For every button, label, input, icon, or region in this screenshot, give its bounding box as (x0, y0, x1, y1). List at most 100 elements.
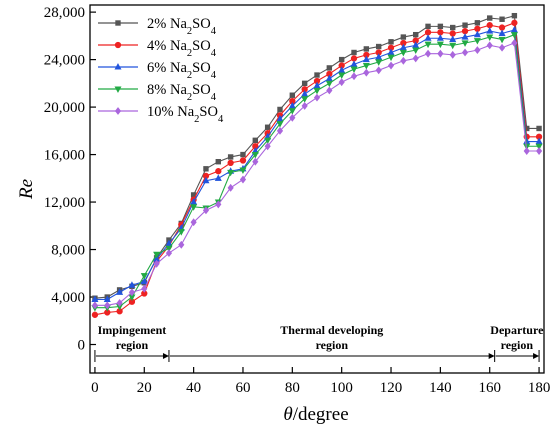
data-point (399, 49, 407, 57)
legend-subscript: 4 (211, 48, 217, 59)
legend-item: 2% Na2SO4 (98, 16, 217, 37)
data-point (227, 159, 234, 167)
data-point (301, 80, 308, 87)
data-point (252, 137, 259, 144)
data-point (461, 33, 469, 40)
legend-marker (114, 107, 122, 115)
data-point (424, 34, 432, 41)
data-point (499, 16, 505, 22)
legend-label: 10% Na2SO4 (147, 104, 224, 125)
legend-marker (114, 63, 122, 70)
data-point (202, 206, 210, 215)
data-point (190, 204, 198, 211)
data-point (326, 65, 333, 71)
x-axis-unit: /degree (293, 404, 349, 425)
data-point (511, 39, 518, 47)
data-point (498, 24, 506, 31)
data-point (424, 29, 432, 36)
data-point (436, 41, 444, 49)
data-point (203, 166, 209, 172)
data-point (449, 30, 456, 37)
data-point (535, 147, 543, 155)
legend-marker (114, 86, 122, 93)
data-point (202, 176, 210, 184)
data-point (227, 183, 234, 192)
data-point (362, 55, 370, 63)
data-point (313, 87, 321, 95)
data-point (363, 46, 370, 52)
region-arrowhead (488, 353, 495, 359)
data-point (486, 22, 493, 29)
data-point (350, 55, 358, 62)
data-point (450, 24, 456, 31)
legend-subscript: 2 (187, 26, 192, 37)
data-point (375, 66, 382, 75)
data-point (301, 96, 309, 103)
legend-marker (114, 41, 122, 49)
data-point (474, 25, 481, 32)
series-layer (91, 12, 543, 318)
data-point (449, 35, 457, 42)
legend-subscript: 2 (194, 114, 199, 125)
data-point (375, 59, 383, 66)
series-4 (91, 39, 543, 310)
region-arrowhead (162, 353, 169, 359)
data-point (461, 40, 469, 47)
data-point (165, 249, 173, 258)
legend-subscript: 4 (218, 114, 224, 125)
data-point (400, 34, 407, 40)
x-axis-title: θ/degree (283, 404, 348, 425)
legend-name: 6% (147, 60, 170, 76)
data-point (400, 56, 407, 65)
data-point (116, 299, 123, 307)
data-point (461, 48, 469, 57)
data-point (104, 301, 111, 310)
data-point (511, 19, 518, 26)
legend-subscript: 2 (187, 48, 192, 59)
data-point (178, 240, 185, 249)
legend-text: SO (192, 82, 211, 98)
legend-text: SO (192, 38, 211, 54)
region-label-line1: Departure (490, 323, 544, 337)
data-point (326, 86, 333, 95)
data-point (473, 30, 481, 38)
data-point (239, 167, 247, 174)
region-label-line2: region (316, 338, 349, 352)
data-point (227, 154, 234, 160)
data-point (240, 151, 246, 158)
legend-name: 2% (147, 16, 170, 32)
data-point (486, 34, 494, 41)
legend-label: 4% Na2SO4 (147, 38, 217, 59)
data-point (289, 113, 296, 122)
legend-name: 8% (147, 82, 170, 98)
data-point (338, 78, 345, 87)
region-label-line2: region (501, 338, 534, 352)
y-tick-label: 8,000 (51, 243, 85, 259)
y-tick-label: 0 (78, 338, 86, 354)
data-point (412, 54, 419, 63)
legend-text: SO (192, 16, 211, 32)
data-point (289, 92, 296, 98)
legend-name: 10% (147, 104, 177, 120)
data-point (128, 288, 136, 297)
data-point (437, 49, 444, 58)
data-point (276, 121, 284, 128)
plot-frame (89, 4, 545, 374)
region-label-line1: Thermal developing (280, 323, 383, 337)
data-point (313, 93, 321, 102)
data-point (363, 68, 370, 77)
y-tick-label: 24,000 (44, 53, 85, 69)
data-point (338, 56, 345, 63)
data-point (227, 169, 235, 177)
x-tick-label: 160 (478, 380, 501, 396)
data-point (387, 61, 395, 70)
legend-label: 2% Na2SO4 (147, 16, 217, 37)
legend-subscript: 4 (211, 92, 217, 103)
data-point (276, 126, 284, 135)
data-point (474, 46, 481, 55)
data-point (388, 39, 394, 45)
legend-text: Na (170, 60, 187, 76)
data-point (264, 124, 271, 130)
legend-subscript: 4 (211, 70, 217, 81)
